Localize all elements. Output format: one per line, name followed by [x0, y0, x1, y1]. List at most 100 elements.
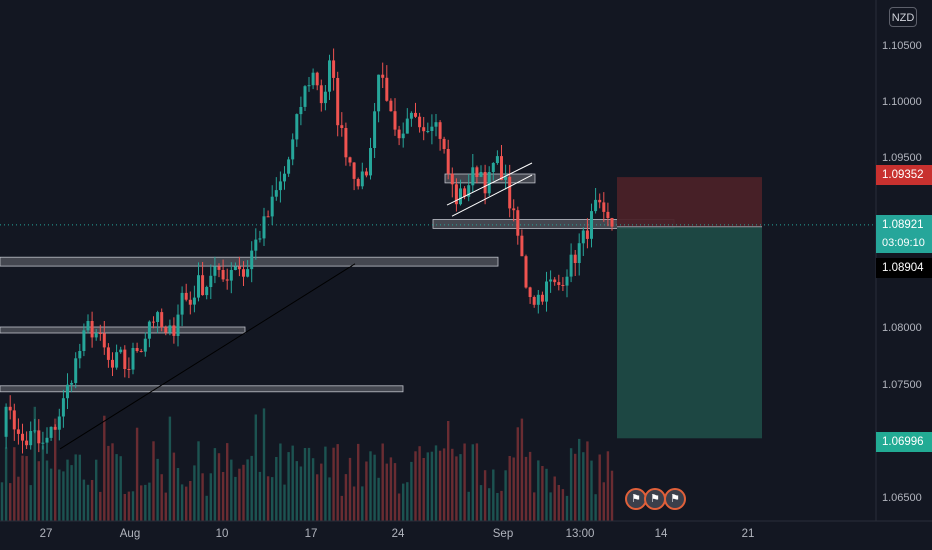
candle-body	[82, 330, 86, 351]
candle-body	[201, 275, 205, 296]
volume-bar	[246, 459, 249, 521]
candle-body	[90, 321, 94, 338]
candle-body	[475, 167, 479, 177]
volume-bar	[303, 448, 307, 521]
volume-bar	[180, 484, 184, 521]
candle-body	[307, 85, 311, 87]
volume-bar	[393, 463, 397, 521]
currency-badge[interactable]: NZD	[889, 7, 917, 27]
volume-bar	[344, 474, 348, 521]
support-resistance-zone	[0, 326, 246, 334]
date-tick: 10	[215, 528, 229, 540]
volume-bar	[397, 493, 401, 521]
candle-body	[487, 172, 491, 194]
candle-body	[520, 235, 524, 257]
volume-bar	[54, 418, 57, 521]
candle-body	[500, 156, 503, 180]
support-resistance-zone	[0, 256, 499, 267]
volume-bar	[479, 485, 483, 521]
candle-body	[25, 440, 29, 446]
candle-body	[364, 171, 368, 176]
volume-bar	[549, 492, 552, 521]
volume-bar	[471, 444, 474, 521]
candle-body	[70, 383, 74, 385]
volume-bar	[512, 457, 515, 521]
candle-body	[258, 238, 262, 240]
date-tick: Sep	[492, 528, 514, 540]
channel-line-lower	[451, 174, 533, 217]
price-tick: 1.06500	[882, 492, 922, 504]
trend-line	[59, 263, 356, 450]
candle-body	[172, 325, 176, 336]
current-price-value: 1.08921	[882, 219, 924, 231]
economic-event-icon[interactable]: ⚑	[664, 488, 686, 510]
candle-body	[508, 176, 512, 209]
volume-bar	[541, 466, 544, 521]
volume-bar	[262, 408, 266, 521]
candle-body	[299, 107, 303, 115]
candle-body	[57, 416, 61, 430]
volume-bar	[234, 476, 237, 521]
candle-body	[33, 430, 37, 432]
volume-bar	[418, 446, 421, 521]
volume-bar	[438, 450, 442, 521]
candle-body	[283, 173, 286, 182]
candle-body	[483, 172, 487, 194]
date-tick: 27	[39, 528, 53, 540]
candle-body	[131, 348, 135, 370]
candle-body	[454, 184, 458, 205]
candle-body	[209, 275, 213, 287]
candle-body	[532, 297, 536, 305]
candle-body	[328, 60, 331, 92]
volume-bar	[197, 441, 200, 521]
candle-body	[205, 287, 209, 296]
volume-bar	[524, 456, 528, 521]
candle-body	[213, 266, 217, 276]
volume-bar	[176, 468, 180, 521]
volume-bar	[336, 444, 339, 521]
volume-bar	[205, 495, 208, 521]
candle-body	[86, 321, 90, 331]
candle-body	[115, 352, 119, 368]
candle-body	[573, 254, 577, 263]
volume-bar	[377, 477, 380, 521]
date-tick: 17	[304, 528, 318, 540]
trade-position[interactable]	[0, 177, 876, 439]
candle-body	[274, 190, 278, 197]
volume-bar	[528, 451, 532, 521]
volume-bar	[369, 451, 372, 521]
volume-bar	[496, 493, 499, 521]
volume-bar	[135, 427, 139, 521]
candle-body	[405, 118, 409, 134]
candle-body	[160, 312, 164, 328]
candle-body	[246, 269, 250, 277]
candle-body	[94, 333, 98, 338]
volume-bar	[41, 445, 45, 521]
volume-bar	[127, 491, 131, 521]
volume-bar	[422, 458, 425, 521]
candle-body	[389, 100, 393, 112]
economic-event-icon[interactable]: ⚑	[644, 488, 666, 510]
candle-body	[184, 292, 188, 300]
volume-bar	[66, 459, 69, 521]
candle-body	[176, 314, 180, 336]
date-tick: 14	[654, 528, 668, 540]
volume-bar	[29, 485, 32, 521]
candle-body	[332, 60, 336, 78]
volume-bar	[590, 460, 593, 521]
candle-body	[29, 431, 33, 446]
volume-bar	[426, 452, 429, 521]
volume-bar	[373, 454, 376, 521]
candle-body	[197, 275, 200, 298]
volume-bar	[586, 441, 589, 521]
volume-bar	[320, 463, 323, 521]
volume-bar	[217, 453, 221, 521]
volume-bar	[156, 458, 159, 521]
candle-body	[291, 139, 295, 160]
date-tick: Aug	[119, 528, 141, 540]
candle-body	[237, 266, 241, 270]
candle-body	[545, 281, 548, 302]
drawings[interactable]	[59, 162, 533, 450]
